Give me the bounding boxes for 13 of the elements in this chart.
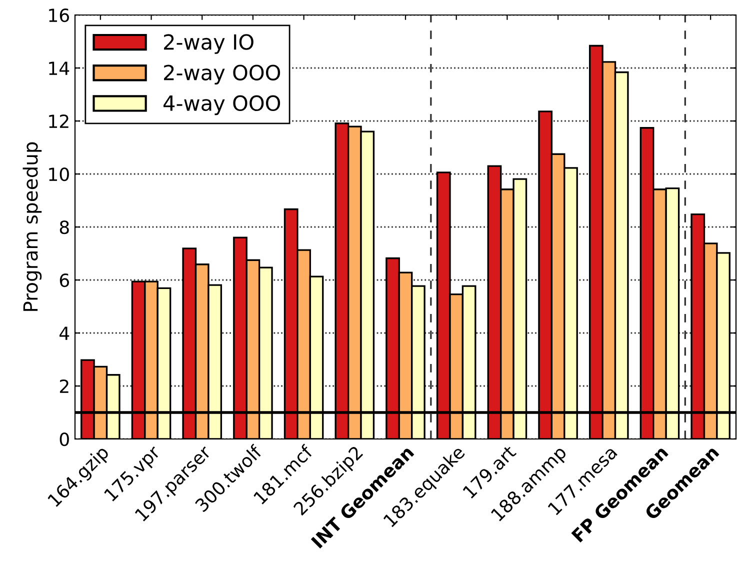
y-tick-label: 10 xyxy=(49,167,69,182)
y-tick-label: 8 xyxy=(60,220,69,234)
y-tick-label: 14 xyxy=(49,62,70,75)
legend-label: 2-way IO xyxy=(164,34,254,54)
legend-label: 2-way OOO xyxy=(164,64,280,84)
legend-label: 4-way OOO xyxy=(164,95,280,116)
y-tick-label: 12 xyxy=(49,114,68,128)
y-tick-label: 6 xyxy=(60,273,69,288)
y-axis-title: Program speedup xyxy=(22,142,42,311)
y-tick-label: 4 xyxy=(60,326,70,340)
y-tick-label: 16 xyxy=(49,8,69,22)
y-tick-label: 0 xyxy=(60,432,69,446)
y-tick-label: 2 xyxy=(60,379,68,393)
